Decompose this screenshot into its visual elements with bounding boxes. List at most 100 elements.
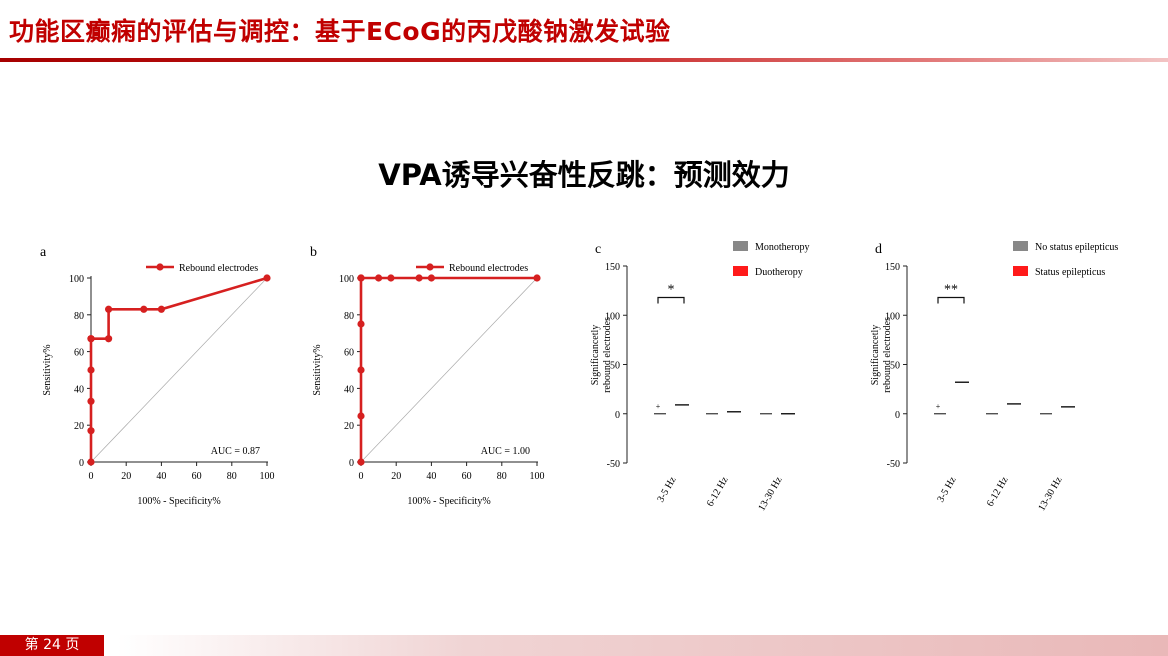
roc-point	[87, 366, 95, 374]
legend-swatch	[733, 241, 748, 251]
slide-subtitle: VPA诱导兴奋性反跳：预测效力	[378, 158, 790, 192]
significance-label: **	[944, 283, 958, 298]
reference-diagonal	[90, 277, 268, 463]
legend-label: Rebound electrodes	[449, 263, 528, 274]
roc-point	[87, 335, 95, 343]
legend-marker	[156, 263, 164, 271]
header-divider	[0, 58, 1168, 62]
y-tick-label: 100	[605, 311, 620, 322]
x-tick-label: 60	[192, 471, 202, 482]
y-tick-label: 60	[74, 348, 84, 359]
outlier-mark: +	[656, 402, 661, 411]
legend-label: No status epilepticus	[1035, 242, 1118, 253]
roc-chart-b: b 0 20 40 60 80 100 0 20 40 60 80 100 Rebound electro…	[310, 245, 545, 507]
roc-point	[387, 274, 395, 282]
legend-label: Rebound electrodes	[179, 263, 258, 274]
y-tick-label: 150	[605, 262, 620, 273]
y-tick-label: 80	[344, 311, 354, 322]
slide-footer: 第 24 页	[0, 635, 1168, 656]
roc-point	[87, 397, 95, 405]
roc-point	[357, 274, 365, 282]
x-tick-label: 100	[530, 471, 545, 482]
y-tick-label: 0	[615, 410, 620, 421]
x-tick-label: 0	[359, 471, 364, 482]
x-tick-label: 3-5 Hz	[935, 475, 959, 505]
panel-label: c	[595, 242, 601, 257]
significance-label: *	[668, 283, 675, 298]
legend-label: Status epilepticus	[1035, 267, 1105, 278]
legend-label: Monotheropy	[755, 242, 809, 253]
x-tick-label: 3-5 Hz	[655, 475, 679, 505]
auc-annotation: AUC = 1.00	[481, 446, 530, 457]
legend-label: Duotheropy	[755, 267, 803, 278]
roc-point	[157, 305, 165, 313]
slide-title: 功能区癫痫的评估与调控：基于ECoG的丙戊酸钠激发试验	[9, 17, 671, 46]
roc-point	[357, 458, 365, 466]
x-tick-label: 80	[227, 471, 237, 482]
violin-chart-d: d -50 0 50 100 150 3-5 Hz 6-12 Hz 13-30 Hz + ** No …	[860, 232, 1118, 513]
panel-label: b	[310, 245, 317, 260]
x-tick-label: 6-12 Hz	[705, 475, 731, 509]
roc-point	[105, 335, 113, 343]
panel-label: d	[875, 242, 882, 257]
y-tick-label: 50	[610, 361, 620, 372]
y-tick-label: 20	[74, 421, 84, 432]
y-tick-label: 80	[74, 311, 84, 322]
x-tick-label: 20	[121, 471, 131, 482]
roc-point	[140, 305, 148, 313]
roc-point	[87, 427, 95, 435]
roc-curve	[89, 276, 268, 462]
roc-curve	[359, 276, 537, 462]
significance-bracket	[657, 296, 685, 304]
y-tick-label: -50	[607, 459, 620, 470]
roc-point	[263, 274, 271, 282]
panel-label: a	[40, 245, 47, 260]
roc-point	[87, 458, 95, 466]
x-tick-label: 100	[260, 471, 275, 482]
roc-point	[375, 274, 383, 282]
x-tick-label: 60	[462, 471, 472, 482]
roc-point	[105, 305, 113, 313]
y-tick-label: 40	[344, 384, 354, 395]
y-tick-label: 100	[69, 274, 84, 285]
significance-bracket	[937, 296, 965, 304]
y-tick-label: 100	[339, 274, 354, 285]
y-tick-label: 20	[344, 421, 354, 432]
slide-header: 功能区癫痫的评估与调控：基于ECoG的丙戊酸钠激发试验	[0, 0, 1168, 62]
y-axis-title: Significancetlyrebound electrodes	[870, 317, 893, 393]
x-tick-label: 20	[391, 471, 401, 482]
x-tick-label: 40	[426, 471, 436, 482]
y-tick-label: 0	[895, 410, 900, 421]
y-axis-title: Sensitivity%	[312, 344, 323, 395]
y-tick-label: -50	[887, 459, 900, 470]
x-tick-label: 40	[156, 471, 166, 482]
roc-point	[357, 366, 365, 374]
y-tick-label: 50	[890, 361, 900, 372]
legend-swatch	[1013, 266, 1028, 276]
y-axis-title: Sensitivity%	[42, 344, 53, 395]
reference-diagonal	[360, 277, 538, 463]
roc-point	[357, 412, 365, 420]
roc-point	[427, 274, 435, 282]
x-tick-label: 80	[497, 471, 507, 482]
violin-chart-c: c -50 0 50 100 150 3-5 Hz 6-12 Hz 13-30 Hz + * Mono…	[580, 232, 809, 513]
outlier-mark: +	[936, 402, 941, 411]
x-tick-label: 6-12 Hz	[985, 475, 1011, 509]
y-tick-label: 150	[885, 262, 900, 273]
legend-swatch	[733, 266, 748, 276]
y-tick-label: 60	[344, 348, 354, 359]
y-axis-title: Significancetlyrebound electrodes	[590, 317, 613, 393]
roc-chart-a: a 0 20 40 60 80 100 0 20 40 60 80 100 Rebound electro…	[40, 245, 275, 507]
roc-point	[415, 274, 423, 282]
x-axis-title: 100% - Specificity%	[137, 496, 220, 507]
legend-marker	[426, 263, 434, 271]
x-tick-label: 13-30 Hz	[756, 475, 785, 513]
y-tick-label: 40	[74, 384, 84, 395]
x-tick-label: 13-30 Hz	[1036, 475, 1065, 513]
x-tick-label: 0	[89, 471, 94, 482]
legend-swatch	[1013, 241, 1028, 251]
x-axis-title: 100% - Specificity%	[407, 496, 490, 507]
roc-point	[357, 320, 365, 328]
y-tick-label: 0	[79, 458, 84, 469]
page-number: 第 24 页	[0, 635, 104, 656]
